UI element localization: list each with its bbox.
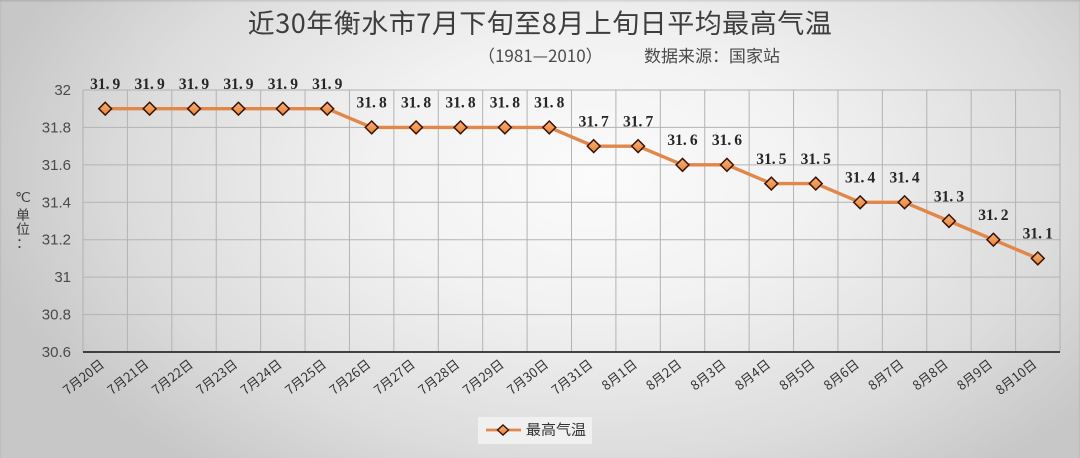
svg-text:8月2日: 8月2日 — [641, 354, 685, 394]
svg-text:7月31日: 7月31日 — [547, 354, 596, 398]
svg-text:8月6日: 8月6日 — [819, 354, 863, 394]
svg-text:31. 8: 31. 8 — [534, 95, 564, 112]
svg-text:31. 2: 31. 2 — [978, 207, 1008, 224]
svg-text:8月8日: 8月8日 — [908, 354, 952, 394]
svg-text:8月10日: 8月10日 — [991, 354, 1040, 398]
svg-text:7月26日: 7月26日 — [325, 354, 374, 398]
svg-text:31: 31 — [54, 269, 71, 286]
svg-text:31. 8: 31. 8 — [490, 95, 520, 112]
svg-text:31.4: 31.4 — [42, 194, 71, 211]
svg-text:7月30日: 7月30日 — [503, 354, 552, 398]
svg-text:31. 6: 31. 6 — [712, 132, 742, 149]
svg-text:：: ： — [16, 233, 30, 253]
svg-text:7月23日: 7月23日 — [192, 354, 241, 398]
svg-text:8月1日: 8月1日 — [597, 354, 641, 394]
svg-text:31. 8: 31. 8 — [357, 95, 387, 112]
svg-text:8月9日: 8月9日 — [952, 354, 996, 394]
svg-text:℃: ℃ — [15, 189, 31, 205]
svg-text:7月22日: 7月22日 — [147, 354, 196, 398]
svg-text:7月25日: 7月25日 — [280, 354, 329, 398]
svg-text:8月4日: 8月4日 — [730, 354, 774, 394]
svg-text:最高气温: 最高气温 — [526, 419, 586, 440]
svg-text:7月28日: 7月28日 — [414, 354, 463, 398]
svg-text:8月7日: 8月7日 — [863, 354, 907, 394]
svg-text:31. 7: 31. 7 — [579, 113, 609, 130]
svg-text:7月24日: 7月24日 — [236, 354, 285, 398]
svg-text:31. 6: 31. 6 — [667, 132, 697, 149]
svg-text:31. 4: 31. 4 — [845, 170, 875, 187]
svg-text:31. 3: 31. 3 — [934, 188, 964, 205]
svg-text:31. 5: 31. 5 — [801, 151, 831, 168]
svg-text:30.8: 30.8 — [42, 307, 71, 324]
svg-text:7月27日: 7月27日 — [369, 354, 418, 398]
svg-text:31. 8: 31. 8 — [401, 95, 431, 112]
svg-text:8月3日: 8月3日 — [686, 354, 730, 394]
svg-text:31. 7: 31. 7 — [623, 113, 653, 130]
svg-text:31.6: 31.6 — [42, 157, 71, 174]
svg-text:7月21日: 7月21日 — [103, 354, 152, 398]
svg-text:31.2: 31.2 — [42, 232, 71, 249]
svg-text:7月29日: 7月29日 — [458, 354, 507, 398]
svg-text:31. 8: 31. 8 — [445, 95, 475, 112]
svg-text:31.8: 31.8 — [42, 119, 71, 136]
svg-text:31. 1: 31. 1 — [1023, 226, 1053, 243]
svg-text:8月5日: 8月5日 — [775, 354, 819, 394]
svg-text:32: 32 — [54, 82, 71, 99]
svg-text:30.6: 30.6 — [42, 344, 71, 361]
svg-text:31. 5: 31. 5 — [756, 151, 786, 168]
svg-text:31. 4: 31. 4 — [889, 170, 919, 187]
